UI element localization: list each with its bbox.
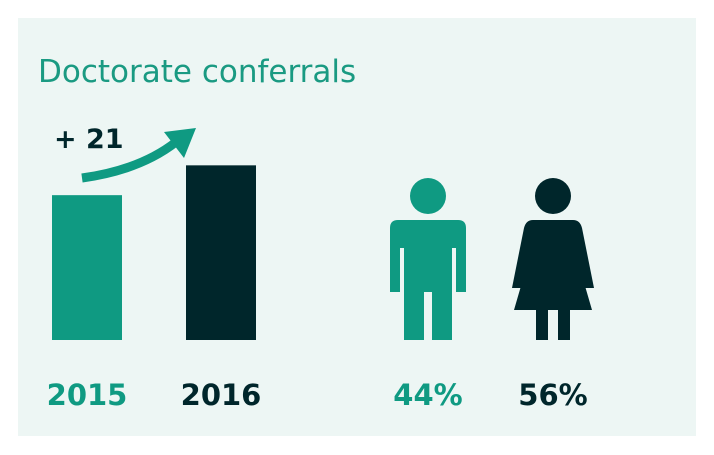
bar <box>52 195 122 340</box>
man-icon <box>390 178 466 340</box>
bar <box>186 165 256 340</box>
percent-label: 44% <box>393 378 462 412</box>
percent-label: 56% <box>518 378 587 412</box>
arrow <box>81 138 179 183</box>
annotation: + 21 <box>54 124 124 155</box>
chart-title: Doctorate conferrals <box>38 54 356 90</box>
panel <box>18 18 696 436</box>
arrow-head <box>164 128 196 158</box>
woman-icon <box>512 178 594 340</box>
year-label: 2016 <box>181 378 262 412</box>
year-label: 2015 <box>47 378 128 412</box>
